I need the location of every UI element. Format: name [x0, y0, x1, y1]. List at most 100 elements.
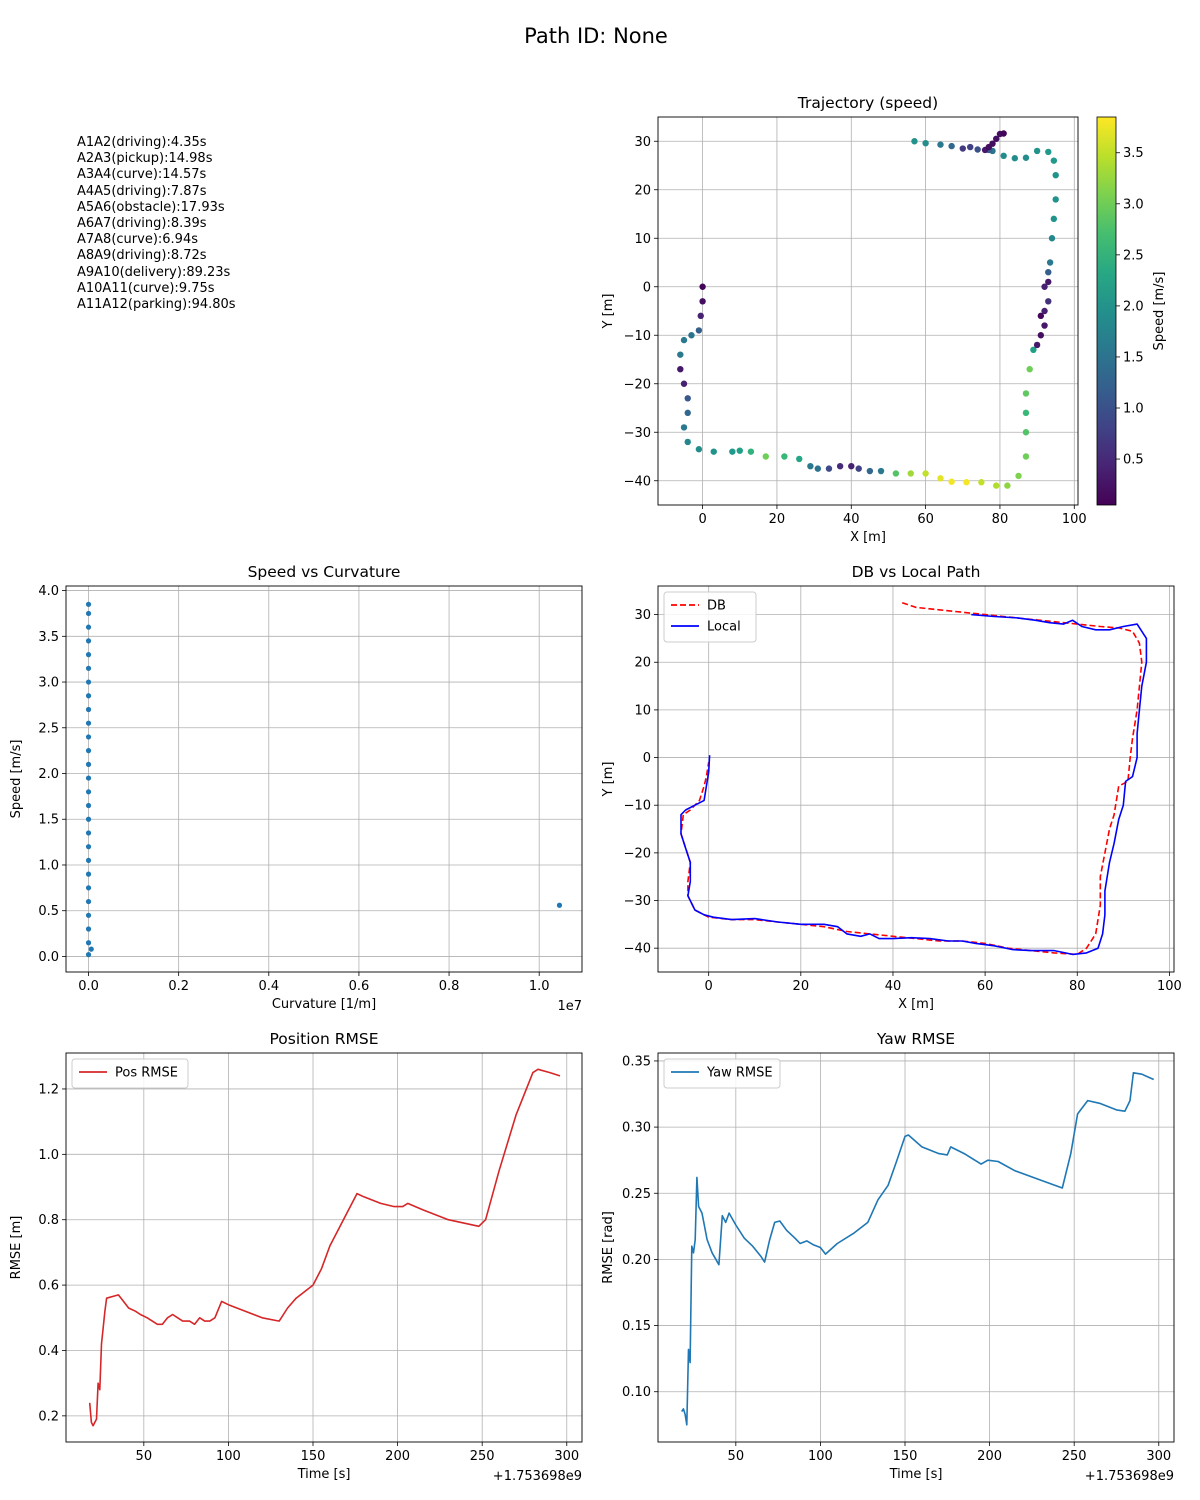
- series-line-yaw-rmse: [681, 1072, 1155, 1426]
- trajectory-point: [1022, 154, 1030, 161]
- trajectory-point: [1022, 390, 1030, 397]
- trajectory-point: [1000, 152, 1007, 159]
- trajectory-point: [1037, 332, 1045, 339]
- trajectory-point: [1046, 259, 1054, 266]
- scatter-point: [85, 624, 92, 630]
- y-tick-label: 2.5: [38, 721, 59, 736]
- y-tick-label: 0.10: [622, 1385, 651, 1400]
- x-tick-label: 300: [1146, 1449, 1171, 1464]
- trajectory-point: [1033, 341, 1041, 349]
- x-tick-label: 80: [992, 512, 1009, 527]
- y-tick-label: 30: [634, 608, 651, 623]
- trajectory-point: [959, 145, 966, 152]
- scatter-point: [85, 761, 92, 767]
- chart-title: Yaw RMSE: [876, 1030, 955, 1048]
- legend-box: [71, 1058, 189, 1089]
- trajectory-point: [911, 138, 918, 145]
- chart-title: Trajectory (speed): [797, 94, 938, 112]
- trajectory-point: [922, 139, 929, 147]
- colorbar-label: Speed [m/s]: [1152, 272, 1167, 351]
- trajectory-point: [736, 447, 743, 454]
- plot-area: [85, 601, 563, 958]
- x-tick-label: 40: [843, 512, 860, 527]
- y-tick-label: 0.30: [622, 1121, 651, 1136]
- scatter-point: [85, 844, 92, 850]
- chart-speedcurv: 0.0 0.2 0.4 0.6 0.8 1.0 0.0 0.5 1.0 1.5 2.0 2.5 3.0 3…: [9, 563, 583, 1014]
- y-tick-label: 3.5: [38, 630, 59, 645]
- plot-area: [677, 130, 1059, 489]
- trajectory-point: [836, 463, 844, 470]
- y-tick-label: 20: [634, 183, 651, 198]
- x-tick-label: 20: [769, 512, 786, 527]
- trajectory-point: [747, 448, 755, 455]
- legend: Pos RMSE: [71, 1058, 189, 1089]
- x-axis-label: X [m]: [898, 997, 934, 1012]
- y-tick-label: −30: [624, 894, 651, 909]
- trajectory-point: [922, 470, 929, 477]
- axes-frame: [657, 585, 1175, 973]
- trajectory-point: [1022, 409, 1030, 417]
- series-line-pos-rmse: [88, 1068, 561, 1427]
- trajectory-point: [814, 465, 822, 472]
- chart-traj: 0 20 40 60 80 100 −40 −30 −20 −10 0 10 20 30 0.5 1.0 1.5…: [601, 94, 1167, 545]
- y-tick-label: −20: [624, 377, 651, 392]
- segment-duration: A10A11(curve):9.75s: [77, 280, 215, 296]
- legend-box: [663, 591, 757, 643]
- trajectory-point: [684, 395, 691, 402]
- y-axis-label: RMSE [rad]: [601, 1211, 616, 1284]
- x-tick-label: 80: [1069, 979, 1086, 994]
- y-tick-label: 0.20: [622, 1253, 651, 1268]
- chart-posrmse: 50 100 150 200 250 300 0.2 0.4 0.6 0.8 1.0 1.2 Pos R…: [9, 1030, 583, 1484]
- trajectory-point: [1050, 157, 1058, 164]
- y-tick-label: 0: [643, 280, 651, 295]
- trajectory-point: [699, 298, 706, 305]
- x-tick-label: 50: [728, 1449, 745, 1464]
- trajectory-point: [1041, 322, 1048, 329]
- x-tick-label: 0.4: [258, 979, 279, 994]
- trajectory-point: [680, 380, 688, 387]
- chart-dbpath: 0 20 40 60 80 100−40−30−20−100102030DBLocalDB…: [601, 563, 1182, 1012]
- trajectory-point: [677, 351, 684, 358]
- trajectory-point: [963, 479, 970, 486]
- trajectory-point: [1045, 269, 1052, 276]
- x-tick-label: 100: [1062, 512, 1087, 527]
- figure-title: Path ID: None: [524, 24, 668, 48]
- scatter-point: [85, 816, 92, 822]
- trajectory-point: [762, 453, 769, 460]
- legend-label: Pos RMSE: [115, 1066, 178, 1081]
- y-tick-label: 1.2: [38, 1082, 59, 1097]
- x-tick-label: 0.0: [78, 979, 99, 994]
- trajectory-point: [937, 141, 944, 148]
- trajectory-point: [1011, 155, 1019, 162]
- chart-title: Position RMSE: [269, 1030, 378, 1048]
- y-tick-label: 30: [634, 135, 651, 150]
- segment-duration: A11A12(parking):94.80s: [77, 297, 236, 313]
- y-tick-label: 0.6: [38, 1279, 59, 1294]
- segment-duration: A5A6(obstacle):17.93s: [77, 199, 225, 215]
- y-tick-label: 0.35: [622, 1054, 651, 1069]
- chart-title: DB vs Local Path: [852, 563, 981, 581]
- legend-label: DB: [707, 599, 726, 614]
- y-tick-label: 0.8: [38, 1213, 59, 1228]
- segment-duration: A8A9(driving):8.72s: [77, 248, 207, 264]
- x-tick-label: 0: [698, 512, 706, 527]
- scatter-point: [85, 940, 92, 946]
- y-tick-label: 3.0: [38, 676, 59, 691]
- colorbar-tick-label: 0.5: [1123, 453, 1144, 468]
- scatter-point: [85, 610, 92, 617]
- trajectory-point: [699, 283, 706, 290]
- x-tick-label: 100: [1157, 979, 1182, 994]
- scatter-point: [85, 679, 92, 685]
- trajectory-point: [688, 332, 695, 339]
- legend-label: Local: [707, 620, 741, 635]
- scatter-point: [85, 601, 92, 607]
- scatter-point: [85, 775, 92, 781]
- scatter-point: [88, 946, 94, 952]
- x-tick-label: 0.2: [168, 979, 189, 994]
- scatter-point: [85, 748, 92, 754]
- x-tick-label: 100: [216, 1449, 241, 1464]
- trajectory-point: [978, 479, 985, 486]
- segment-duration: A9A10(delivery):89.23s: [77, 264, 231, 280]
- trajectory-point: [948, 142, 955, 150]
- scatter-point: [85, 912, 92, 918]
